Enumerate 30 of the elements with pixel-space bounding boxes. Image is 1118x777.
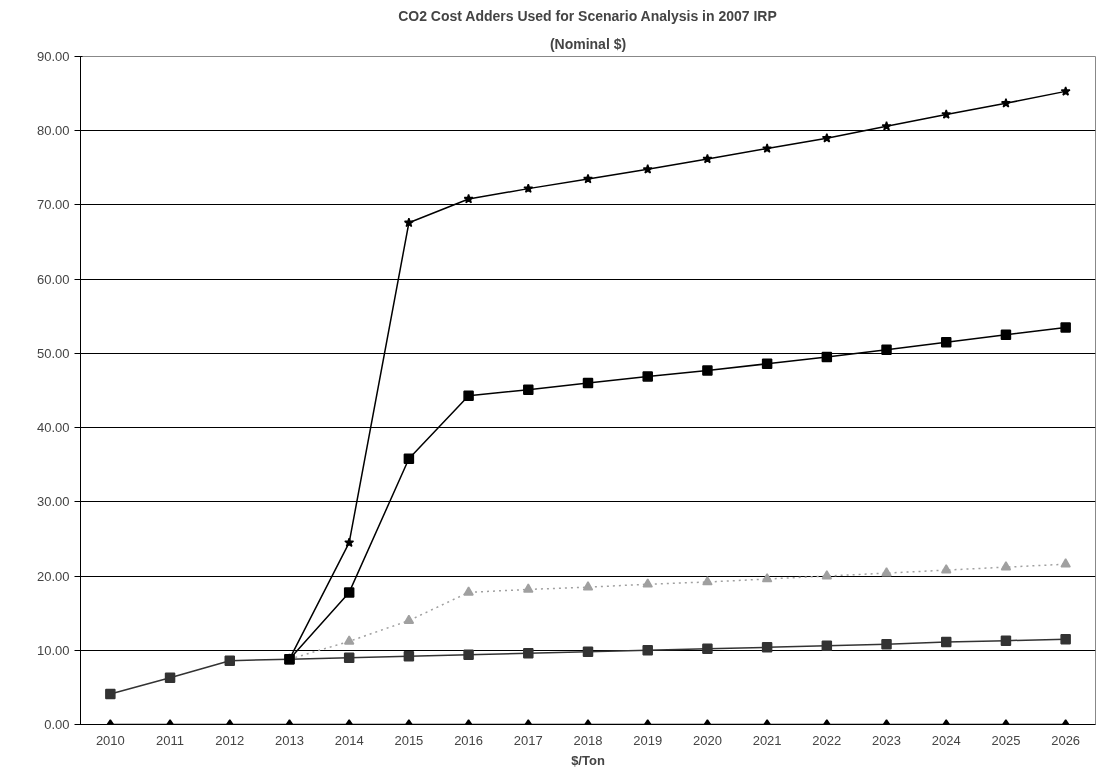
x-tick-label: 2015	[394, 732, 424, 748]
x-tick-label: 2021	[752, 732, 782, 748]
x-tick-label: 2018	[573, 732, 603, 748]
x-tick-label: 2023	[872, 732, 901, 748]
y-tick-label: 0.00	[44, 717, 70, 732]
y-tick-label: 50.00	[36, 345, 70, 361]
x-tick-label: 2024	[931, 732, 961, 748]
y-tick-label: 30.00	[36, 494, 70, 510]
x-tick-label: 2019	[633, 732, 663, 748]
x-tick-label: 2017	[513, 732, 543, 748]
x-tick-label: 2025	[991, 732, 1021, 748]
x-tick-label: 2011	[156, 732, 185, 748]
y-tick-label: 90.00	[36, 49, 70, 64]
x-tick-label: 2016	[454, 732, 484, 748]
y-tick-label: 70.00	[36, 197, 70, 213]
x-tick-label: 2012	[215, 732, 245, 748]
x-tick-label: 2013	[275, 732, 304, 748]
y-tick-label: 80.00	[36, 123, 70, 139]
x-tick-label: 2020	[692, 732, 722, 748]
x-axis-title: $/Ton	[571, 752, 605, 768]
y-tick-label: 10.00	[36, 642, 70, 658]
y-tick-label: 20.00	[36, 568, 70, 584]
y-tick-label: 40.00	[36, 420, 70, 436]
chart-title: CO2 Cost Adders Used for Scenario Analysis in 2007 IRP	[398, 7, 777, 24]
y-tick-label: 60.00	[36, 271, 70, 287]
x-tick-label: 2026	[1051, 732, 1081, 748]
x-tick-label: 2014	[334, 732, 364, 748]
x-tick-label: 2010	[95, 732, 125, 748]
chart-subtitle: (Nominal $)	[549, 35, 627, 52]
x-tick-label: 2022	[812, 732, 842, 748]
